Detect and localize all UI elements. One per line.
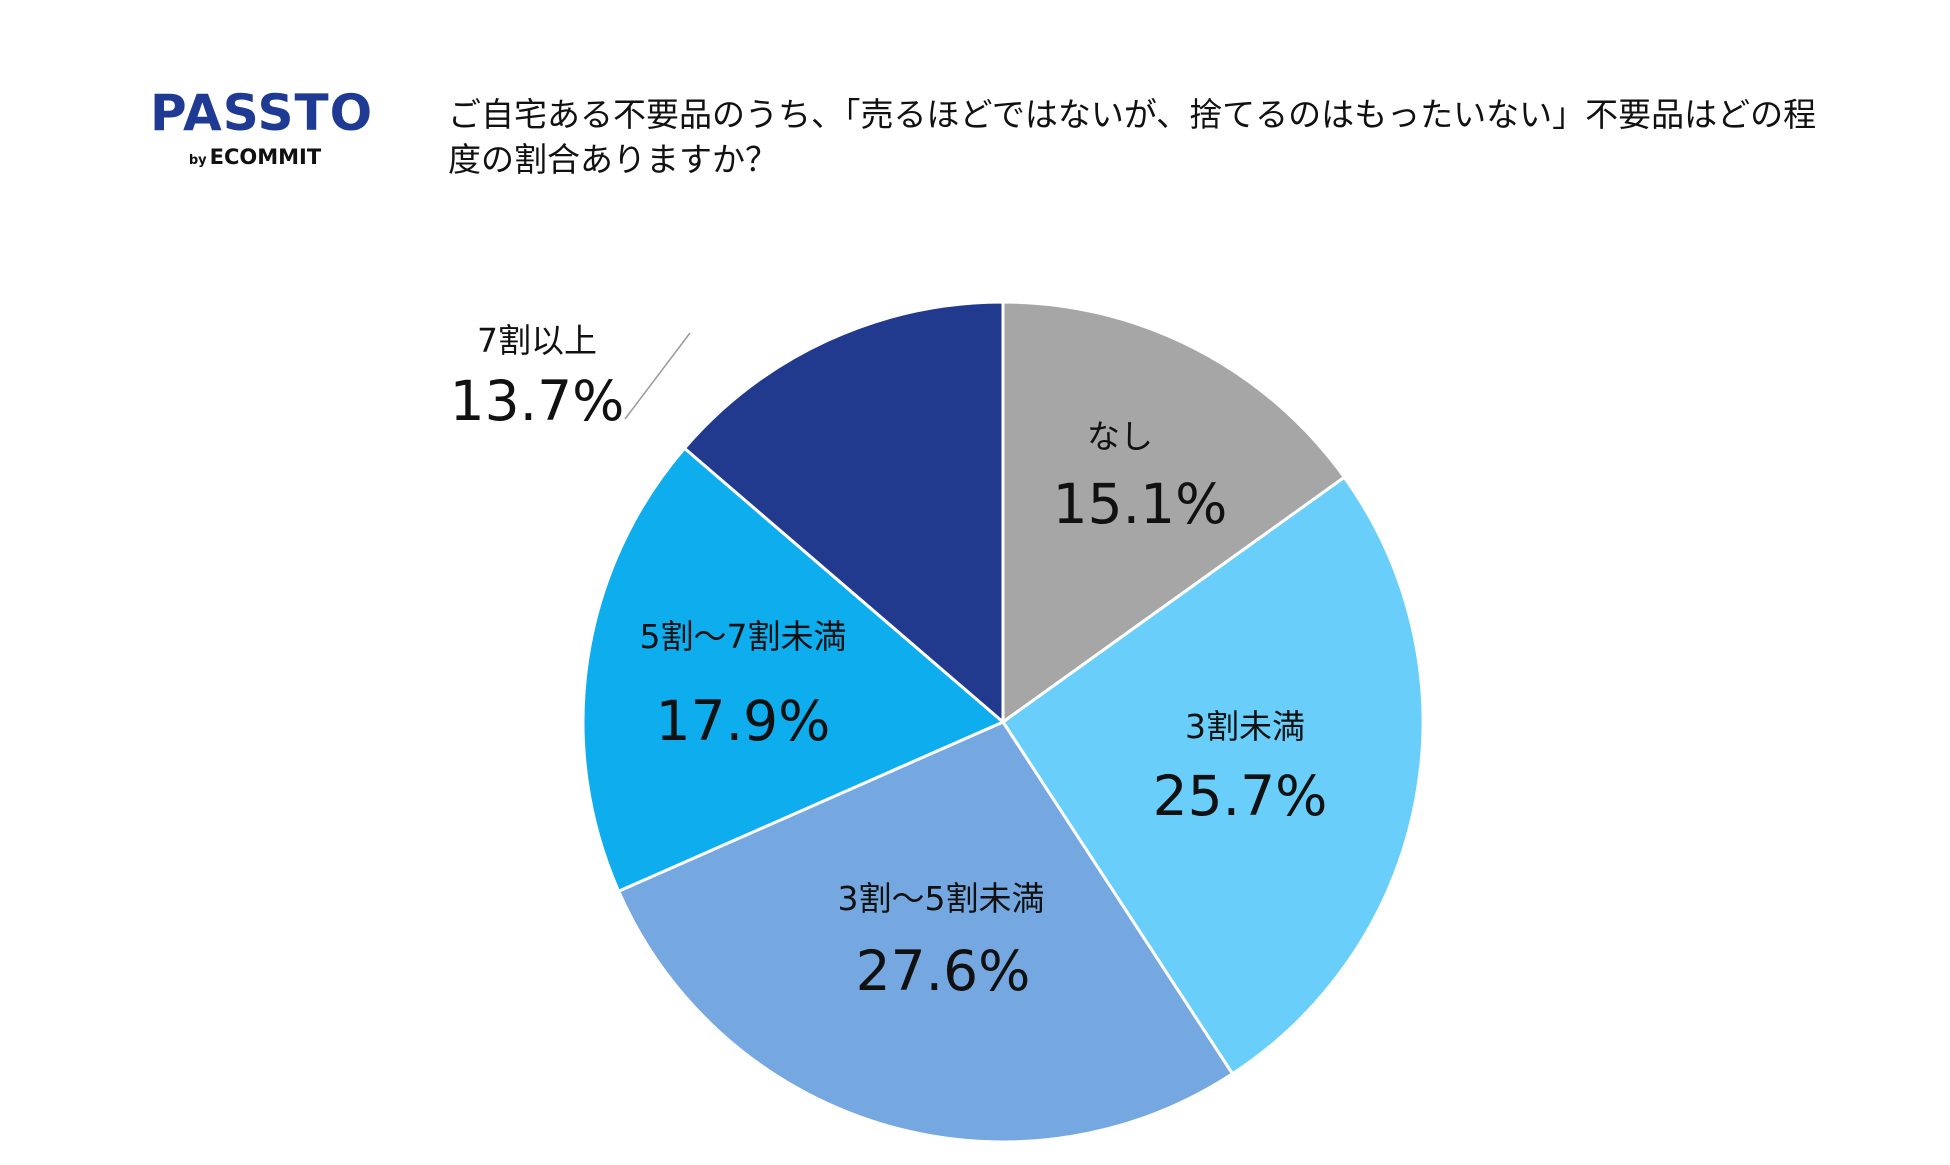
slice-value-label: 25.7% [1153, 764, 1328, 828]
logo-byline: by ECOMMIT [150, 144, 360, 174]
pie-labels: なし 15.1% 3割未満 25.7% 3割〜5割未満 27.6% 5割〜7割未満 17.9%… [450, 321, 1328, 1003]
pie-slices [581, 300, 1425, 1144]
pie-slice [1001, 300, 1347, 725]
slice-value-label: 17.9% [656, 689, 831, 753]
slice-category-label: 5割〜7割未満 [640, 617, 847, 656]
slice-category-label: 3割〜5割未満 [838, 879, 1045, 918]
slice-value-label: 15.1% [1053, 472, 1228, 536]
logo-by-text: by [188, 153, 207, 168]
pie-slice [682, 300, 1005, 726]
pie-slice [1000, 475, 1425, 1076]
slice-value-label: 27.6% [856, 939, 1031, 1003]
slice-category-label: なし [1087, 417, 1153, 456]
slice-leader-line [624, 332, 691, 420]
passto-logo: PASSTO by ECOMMIT [150, 84, 374, 174]
pie-slice [581, 446, 1006, 894]
slice-category-label: 3割未満 [1185, 707, 1305, 746]
chart-title: ご自宅ある不要品のうち、「売るほどではないが、捨てるのはもったいない」不要品はど… [448, 95, 1817, 179]
logo-wordmark: PASSTO [150, 84, 374, 142]
slice-category-label: 7割以上 [477, 321, 597, 360]
logo-company-text: ECOMMIT [209, 145, 322, 169]
pie-slice [616, 720, 1235, 1144]
slice-value-label: 13.7% [450, 369, 625, 433]
